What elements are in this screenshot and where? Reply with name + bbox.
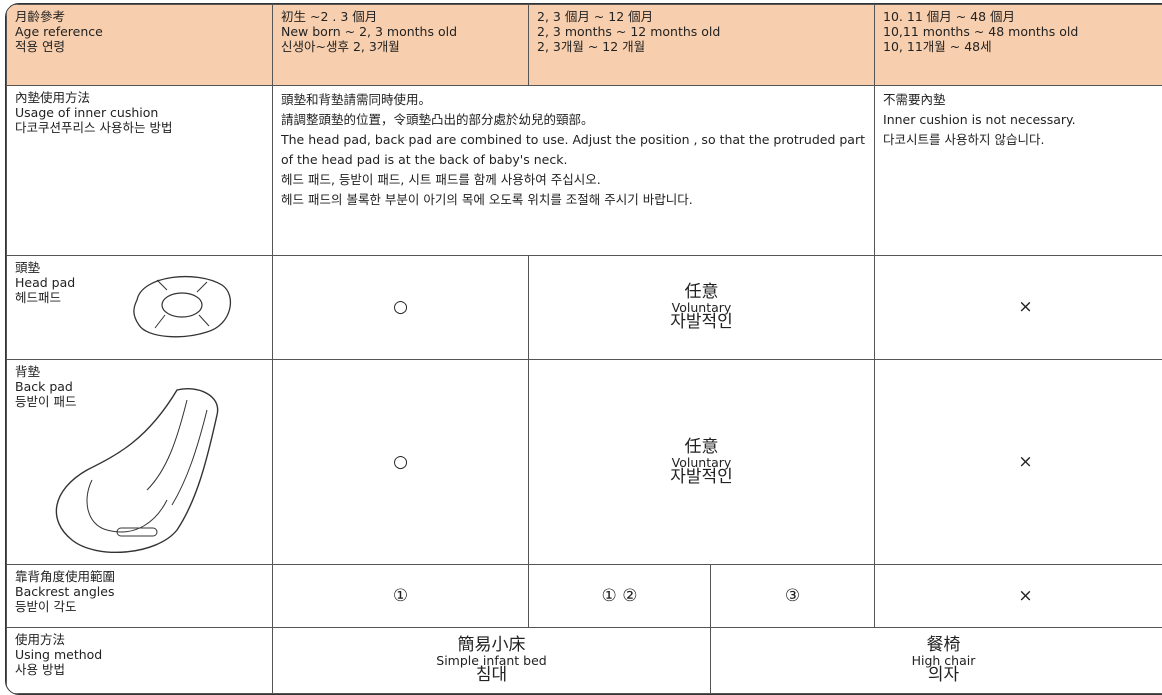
row-cell: × bbox=[875, 360, 1162, 565]
cell-text: Backrest angles bbox=[15, 584, 264, 599]
cell-text: ③ bbox=[719, 589, 866, 604]
row-cell: × bbox=[875, 256, 1162, 360]
cell-text: 餐椅 bbox=[719, 638, 1162, 653]
cell-text: 10, 11개월 ~ 48세 bbox=[883, 39, 1162, 54]
row-cell: 頭墊和背墊請需同時使用。請調整頭墊的位置，令頭墊凸出的部分處於幼兒的頸部。The… bbox=[273, 86, 875, 256]
cell-text: 2, 3 months ~ 12 months old bbox=[537, 24, 866, 39]
cell-text: 침대 bbox=[281, 668, 702, 683]
cell-text: 자발적인 bbox=[537, 315, 866, 330]
cell-text: 다코시트를 사용하지 않습니다. bbox=[883, 130, 1162, 150]
cell-text: 헤드 패드의 볼록한 부분이 아기의 목에 오도록 위치를 조절해 주시기 바랍… bbox=[281, 190, 866, 210]
cell-text: 頭墊和背墊請需同時使用。 bbox=[281, 90, 866, 110]
cell-text: 의자 bbox=[719, 668, 1162, 683]
row-cell: ○ bbox=[273, 360, 529, 565]
cell-text: Age reference bbox=[15, 24, 264, 39]
row-cell: ○ bbox=[273, 256, 529, 360]
cell-text: 등받이 각도 bbox=[15, 599, 264, 614]
cell-text: 자발적인 bbox=[537, 470, 866, 485]
cell-text: × bbox=[883, 300, 1162, 315]
cell-text: 任意 bbox=[537, 285, 866, 300]
cell-text: New born ~ 2, 3 months old bbox=[281, 24, 520, 39]
cell-text: 不需要內墊 bbox=[883, 90, 1162, 110]
row-cell: × bbox=[875, 565, 1162, 628]
cell-text: Using method bbox=[15, 647, 264, 662]
cell-text: 請調整頭墊的位置，令頭墊凸出的部分處於幼兒的頸部。 bbox=[281, 110, 866, 130]
cell-text: 月齡參考 bbox=[15, 9, 264, 24]
cell-text: 內墊使用方法 bbox=[15, 90, 264, 105]
cell-text: ① ② bbox=[537, 589, 702, 604]
cell-text: Usage of inner cushion bbox=[15, 105, 264, 120]
row-cell: ① ② bbox=[529, 565, 711, 628]
cell-text: 적용 연령 bbox=[15, 39, 264, 54]
row-cell: ③ bbox=[711, 565, 875, 628]
cell-text: 2, 3개월 ~ 12 개월 bbox=[537, 39, 866, 54]
cell-text: The head pad, back pad are combined to u… bbox=[281, 130, 866, 170]
cell-text: 사용 방법 bbox=[15, 662, 264, 677]
cell-text: 使用方法 bbox=[15, 632, 264, 647]
back-pad-illustration bbox=[47, 380, 247, 560]
cell-text: ○ bbox=[281, 455, 520, 470]
row-cell: ① bbox=[273, 565, 529, 628]
cell-text: 背墊 bbox=[15, 364, 264, 379]
cell-text: 2, 3 個月 ~ 12 個月 bbox=[537, 9, 866, 24]
cell-text: ① bbox=[281, 589, 520, 604]
cell-text: × bbox=[883, 455, 1162, 470]
cell-text: 簡易小床 bbox=[281, 638, 702, 653]
cell-text: 初生 ~2 . 3 個月 bbox=[281, 9, 520, 24]
cell-text: 10,11 months ~ 48 months old bbox=[883, 24, 1162, 39]
cell-text: 신생아~생후 2, 3개월 bbox=[281, 39, 520, 54]
cell-text: ○ bbox=[281, 300, 520, 315]
cell-text: 10. 11 個月 ~ 48 個月 bbox=[883, 9, 1162, 24]
cell-text: 任意 bbox=[537, 440, 866, 455]
cell-text: × bbox=[883, 589, 1162, 604]
cell-text: Inner cushion is not necessary. bbox=[883, 110, 1162, 130]
cell-text: 靠背角度使用範圍 bbox=[15, 569, 264, 584]
cell-text: 헤드 패드, 등받이 패드, 시트 패드를 함께 사용하여 주십시오. bbox=[281, 170, 866, 190]
head-pad-illustration bbox=[127, 270, 237, 340]
cell-text: 다코쿠션푸리스 사용하는 방법 bbox=[15, 120, 264, 135]
